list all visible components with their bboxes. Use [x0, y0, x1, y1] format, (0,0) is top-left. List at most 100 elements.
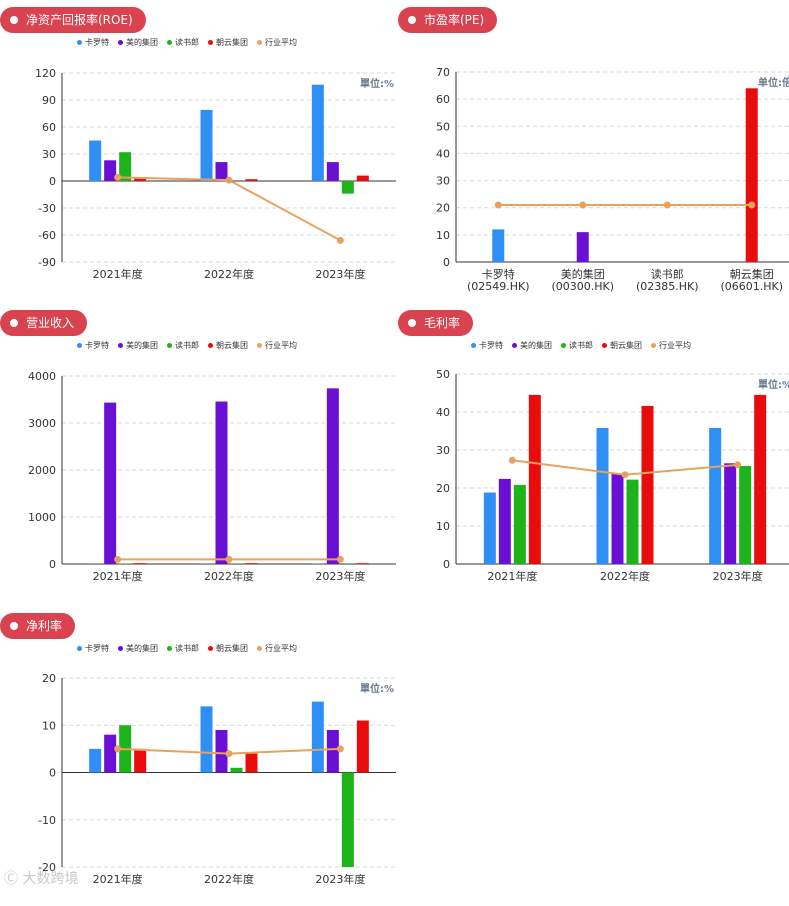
industry-average-point: [748, 202, 755, 209]
y-tick-label: 3000: [28, 417, 56, 430]
bar-美的集团-2021年度: [104, 735, 116, 773]
unit-label: 单位:倍: [758, 76, 789, 89]
y-tick-label: 90: [42, 94, 56, 107]
industry-average-point: [495, 202, 502, 209]
y-tick-label: 0: [443, 256, 450, 269]
bar-读书郎-2021年度: [514, 485, 526, 564]
y-tick-label: 60: [42, 121, 56, 134]
bar-美的集团-2023年度: [327, 730, 339, 773]
bar-美的集团-2022年度: [216, 162, 228, 181]
y-tick-label: 20: [42, 672, 56, 685]
pe-chart: 706050403020100卡罗特(02549.HK)美的集团(00300.H…: [398, 0, 789, 300]
x-tick-label: 2021年度: [93, 569, 143, 583]
y-tick-label: 2000: [28, 464, 56, 477]
y-tick-label: -10: [38, 814, 56, 827]
industry-average-point: [226, 750, 233, 757]
bar-读书郎-2023年度: [739, 466, 751, 564]
bar-朝云集团: [746, 88, 758, 262]
bar-读书郎-2022年度: [231, 768, 243, 773]
bar-朝云集团-2021年度: [134, 563, 146, 564]
x-tick-label: 2023年度: [315, 872, 365, 886]
y-tick-label: 10: [436, 229, 450, 242]
unit-label: 單位:%: [360, 77, 394, 90]
bar-读书郎-2022年度: [627, 480, 639, 564]
x-tick-label: 2021年度: [93, 872, 143, 886]
x-tick-label: 2021年度: [93, 267, 143, 281]
y-tick-label: 10: [436, 520, 450, 533]
x-tick-label: 2023年度: [315, 267, 365, 281]
industry-average-point: [579, 202, 586, 209]
bar-读书郎-2023年度: [342, 773, 354, 868]
bar-卡罗特-2023年度: [312, 702, 324, 773]
bar-朝云集团-2023年度: [357, 721, 369, 773]
y-tick-label: 60: [436, 93, 450, 106]
bar-美的集团: [577, 232, 589, 262]
industry-average-point: [509, 457, 516, 464]
y-tick-label: -30: [38, 202, 56, 215]
bar-美的集团-2023年度: [327, 388, 339, 564]
bar-卡罗特-2022年度: [201, 706, 213, 772]
bar-朝云集团-2022年度: [642, 406, 654, 564]
x-tick-label: 卡罗特(02549.HK): [467, 267, 530, 293]
bar-卡罗特: [492, 229, 504, 262]
y-tick-label: 70: [436, 66, 450, 79]
x-tick-label: 2021年度: [487, 569, 537, 583]
watermark-text: 大数跨境: [22, 871, 78, 887]
x-tick-label: 2022年度: [600, 569, 650, 583]
x-tick-label: 2023年度: [315, 569, 365, 583]
x-tick-label: 读书郎(02385.HK): [636, 267, 699, 293]
y-tick-label: 20: [436, 482, 450, 495]
industry-average-point: [664, 202, 671, 209]
watermark-icon: Ⓒ: [4, 871, 18, 887]
bar-朝云集团-2022年度: [246, 563, 258, 564]
bar-美的集团-2023年度: [327, 162, 339, 181]
y-tick-label: 0: [49, 175, 56, 188]
watermark-logo: Ⓒ 大数跨境: [4, 868, 78, 888]
x-tick-label: 2023年度: [713, 569, 763, 583]
industry-average-line: [118, 177, 341, 240]
bar-朝云集团-2022年度: [246, 179, 258, 181]
industry-average-point: [114, 745, 121, 752]
y-tick-label: 0: [443, 558, 450, 571]
bar-美的集团-2021年度: [499, 479, 511, 564]
y-tick-label: 10: [42, 719, 56, 732]
bar-朝云集团-2023年度: [357, 563, 369, 564]
y-tick-label: -60: [38, 229, 56, 242]
x-tick-label: 2022年度: [204, 569, 254, 583]
industry-average-point: [337, 237, 344, 244]
bar-美的集团-2022年度: [612, 474, 624, 564]
bar-卡罗特-2023年度: [312, 85, 324, 181]
y-tick-label: 0: [49, 767, 56, 780]
industry-average-point: [114, 174, 121, 181]
bar-美的集团-2022年度: [216, 402, 228, 564]
bar-朝云集团-2023年度: [357, 176, 369, 181]
x-tick-label: 2022年度: [204, 267, 254, 281]
bar-卡罗特-2022年度: [201, 110, 213, 181]
y-tick-label: -90: [38, 256, 56, 269]
y-tick-label: 20: [436, 202, 450, 215]
bar-卡罗特-2021年度: [89, 141, 101, 182]
bar-朝云集团-2021年度: [134, 749, 146, 773]
unit-label: 單位:%: [360, 682, 394, 695]
bar-美的集团-2022年度: [216, 730, 228, 773]
bar-卡罗特-2021年度: [484, 493, 496, 564]
y-tick-label: 40: [436, 406, 450, 419]
x-tick-label: 朝云集团(06601.HK): [720, 267, 783, 293]
bar-美的集团-2021年度: [104, 403, 116, 564]
bar-美的集团-2023年度: [724, 463, 736, 564]
bar-读书郎-2023年度: [342, 181, 354, 194]
bar-卡罗特-2021年度: [89, 749, 101, 773]
y-tick-label: 50: [436, 120, 450, 133]
y-tick-label: 40: [436, 147, 450, 160]
y-tick-label: 0: [49, 558, 56, 571]
bar-朝云集团-2021年度: [529, 395, 541, 564]
unit-label: 單位:%: [758, 378, 789, 391]
